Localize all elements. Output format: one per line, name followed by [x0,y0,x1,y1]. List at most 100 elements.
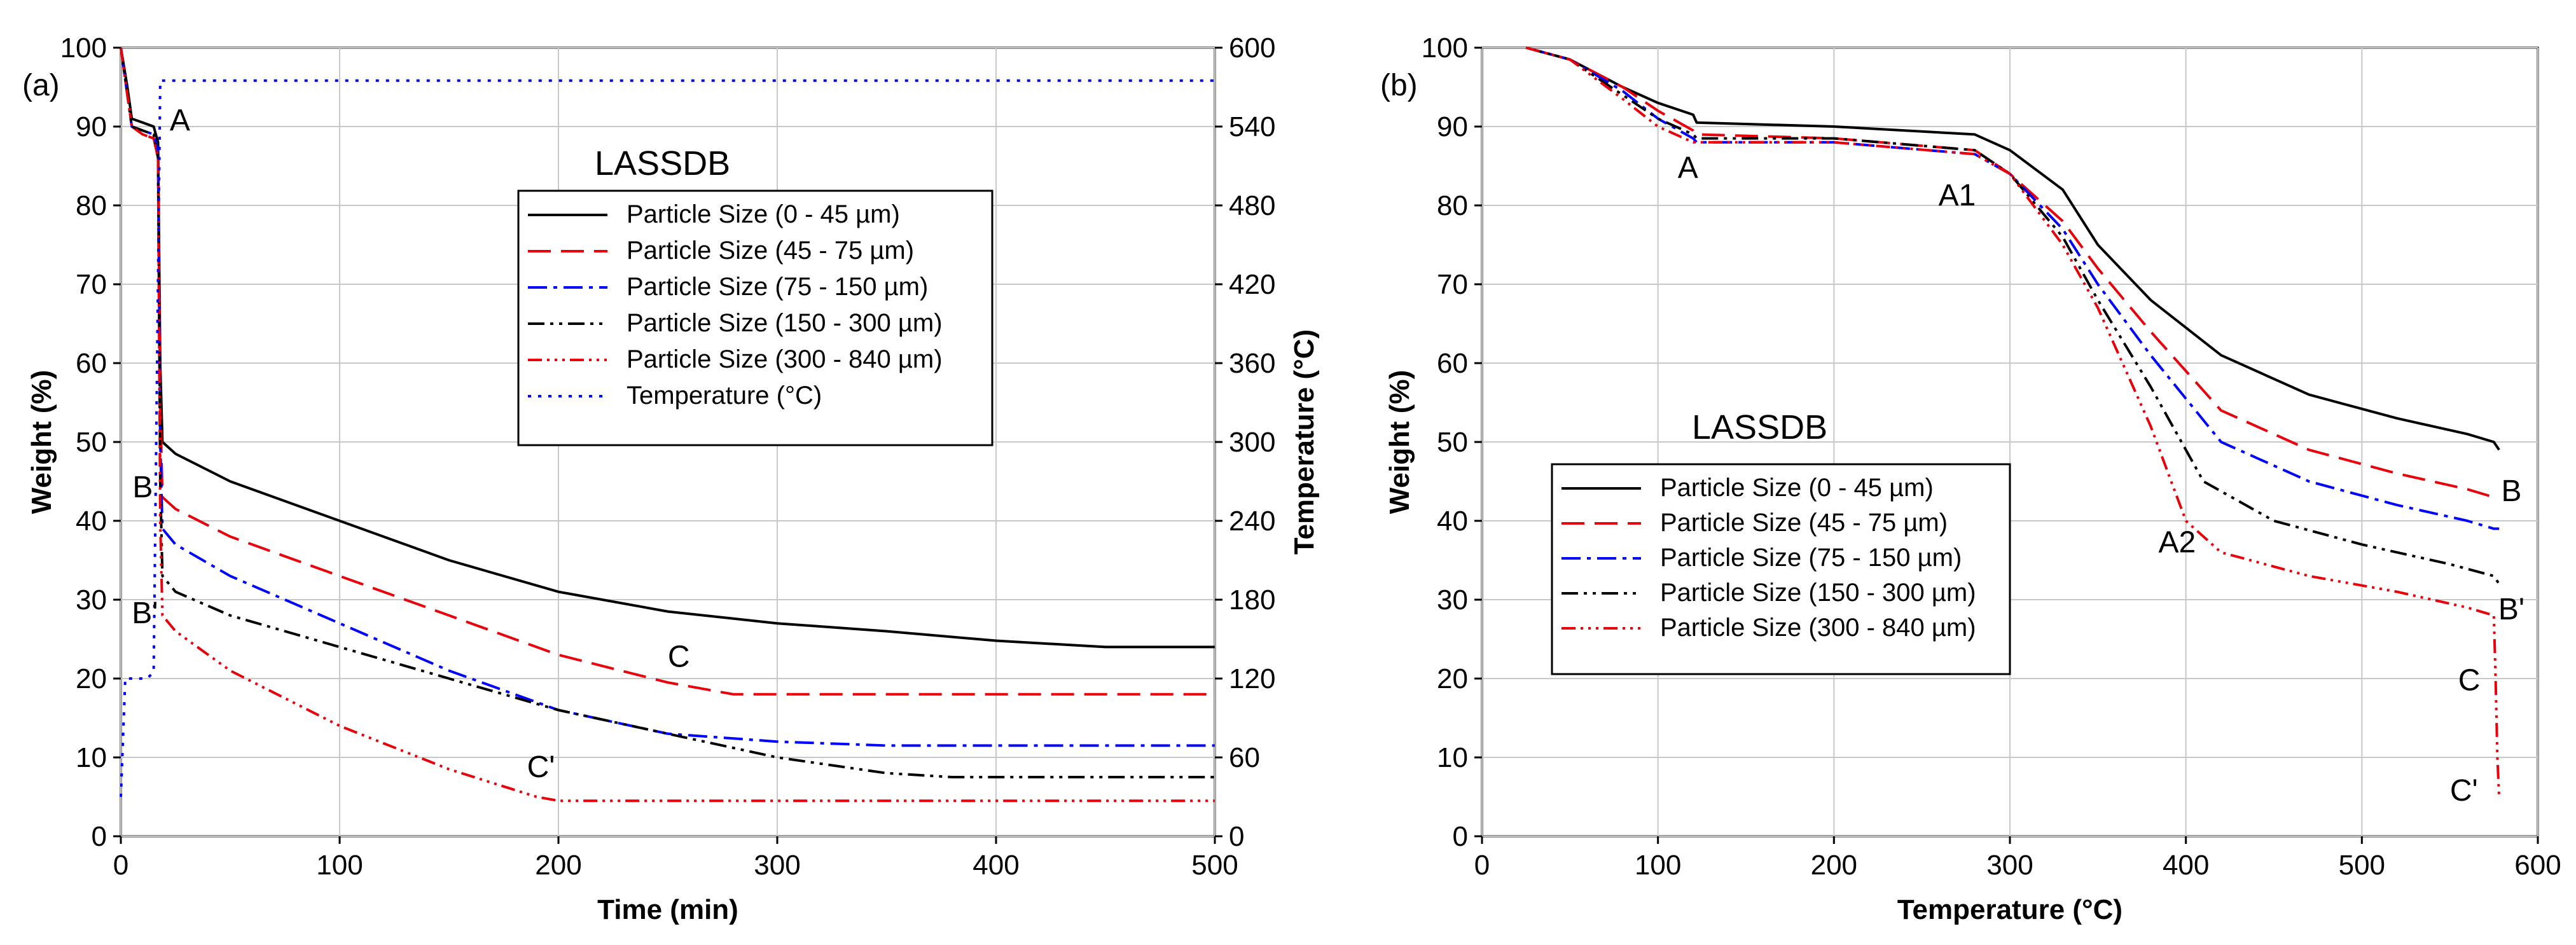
annotation-label: A1 [1939,179,1976,212]
y2-tick-label: 600 [1229,32,1275,64]
y-tick-label: 40 [1437,506,1468,537]
panel-a-series [120,47,1215,803]
x-tick-label: 200 [535,850,581,881]
panel-b-x-ticks: 0 100 200 300 400 500 600 [1474,836,2561,881]
panel-a-chart: 0 100 200 300 400 500 0102030405060708090100 … [22,32,1320,925]
panel-a-y2-ticks: 0 60 120 180 240 300 360 420 480 540 600 [1215,32,1275,852]
panel-a-gridlines [120,47,1215,837]
y2-tick-label: 0 [1229,821,1244,852]
series-line-particle-size-150-300-m [120,47,1215,778]
legend-entry-label: Particle Size (150 - 300 µm) [627,309,943,337]
y-tick-label: 100 [60,32,107,64]
x-tick-label: 400 [973,850,1019,881]
series-line-particle-size-45-75-m [1525,46,2500,499]
y2-tick-label: 180 [1229,584,1275,616]
annotation-label: B [2501,474,2521,508]
x-tick-label: 300 [754,850,800,881]
panel-b-legend-box [1551,463,2011,675]
y-tick-label: 40 [76,506,107,537]
annotation-label: C' [527,750,555,784]
x-tick-label: 500 [1191,850,1238,881]
y-tick-label: 80 [1437,190,1468,221]
annotation-label: A [1678,151,1698,185]
panel-b-y-axis-title: Weight (%) [1384,370,1415,514]
y2-tick-label: 60 [1229,742,1260,773]
panel-b-legend: Particle Size (0 - 45 µm) Particle Size (… [1551,463,2011,675]
y-tick-label: 0 [1453,821,1468,852]
legend-entry-label: Particle Size (45 - 75 µm) [1660,509,1948,537]
annotation-label: C' [2450,774,2478,808]
panel-a-title: LASSDB [595,144,730,183]
legend-entry-label: Temperature (°C) [627,382,822,410]
legend-entry-label: Particle Size (0 - 45 µm) [627,200,900,228]
x-tick-label: 100 [1635,850,1681,881]
y2-tick-label: 300 [1229,427,1275,458]
series-line-particle-size-0-45-m [1525,46,2500,451]
panel-b-annotations: A A1 A2 B B' C C' [1678,151,2524,808]
annotation-label: B' [2498,593,2524,626]
y-tick-label: 90 [76,111,107,142]
x-tick-label: 200 [1811,850,1857,881]
panel-b-tag: (b) [1380,69,1418,102]
y-tick-label: 10 [76,742,107,773]
series-line-temperature-c [120,79,1215,797]
legend-entry-label: Particle Size (300 - 840 µm) [1660,614,1976,642]
legend-entry-label: Particle Size (300 - 840 µm) [627,345,943,373]
legend-entry-label: Particle Size (45 - 75 µm) [627,237,914,265]
panel-a-tag: (a) [22,69,60,102]
x-tick-label: 0 [1474,850,1490,881]
y-tick-label: 90 [1437,111,1468,142]
panel-b-x-axis-title: Temperature (°C) [1897,894,2122,925]
y-tick-label: 0 [92,821,107,852]
panel-a-y-axis-title: Weight (%) [26,370,57,514]
series-line-particle-size-300-840-m [1525,46,2501,797]
panel-a-y2-axis-title: Temperature (°C) [1289,329,1320,555]
x-tick-label: 100 [316,850,363,881]
legend-entry-label: Particle Size (0 - 45 µm) [1660,474,1934,502]
y-tick-label: 50 [1437,427,1468,458]
y-tick-label: 100 [1422,32,1468,64]
panel-a-x-ticks: 0 100 200 300 400 500 [113,836,1238,881]
series-line-particle-size-45-75-m [120,47,1215,696]
y-tick-label: 70 [76,269,107,300]
legend-entry-label: Particle Size (150 - 300 µm) [1660,579,1976,607]
y2-tick-label: 240 [1229,506,1275,537]
annotation-label: B [132,471,153,504]
annotation-label: A2 [2158,526,2196,560]
series-line-particle-size-300-840-m [120,47,1215,803]
panel-a-x-axis-title: Time (min) [597,894,738,925]
series-line-particle-size-150-300-m [1525,46,2500,585]
annotation-label: C [668,640,690,673]
panel-a-legend-box [517,190,994,446]
y-tick-label: 30 [1437,584,1468,616]
x-tick-label: 300 [1986,850,2033,881]
y-tick-label: 50 [76,427,107,458]
legend-entry-label: Particle Size (75 - 150 µm) [1660,544,1962,572]
y-tick-label: 60 [76,348,107,379]
y-tick-label: 60 [1437,348,1468,379]
panel-a-annotations: A B B' C C' [132,104,689,784]
y2-tick-label: 540 [1229,111,1275,142]
panel-a-y-ticks: 0 10 20 30 40 50 60 70 80 90 100 [60,32,121,852]
panel-b-series [1525,46,2501,797]
x-tick-label: 600 [2514,850,2561,881]
y-tick-label: 10 [1437,742,1468,773]
y-tick-label: 20 [1437,663,1468,694]
y-tick-label: 30 [76,584,107,616]
series-line-particle-size-0-45-m [120,47,1215,649]
panel-a-legend: Particle Size (0 - 45 µm) Particle Size (… [517,190,994,446]
panel-b-chart: 0 100 200 300 400 500 600 0 10 20 30 40 50 60 70 80 90 1… [1380,32,2561,925]
y-tick-label: 70 [1437,269,1468,300]
panel-b-title: LASSDB [1692,408,1827,446]
y-tick-label: 20 [76,663,107,694]
x-tick-label: 400 [2163,850,2209,881]
legend-entry-label: Particle Size (75 - 150 µm) [627,273,928,301]
x-tick-label: 500 [2339,850,2385,881]
y2-tick-label: 120 [1229,663,1275,694]
annotation-label: B' [132,597,158,630]
panel-b-y-ticks: 0 10 20 30 40 50 60 70 80 90 100 [1422,32,1482,852]
y-tick-label: 80 [76,190,107,221]
y2-tick-label: 360 [1229,348,1275,379]
annotation-label: C [2458,664,2481,698]
